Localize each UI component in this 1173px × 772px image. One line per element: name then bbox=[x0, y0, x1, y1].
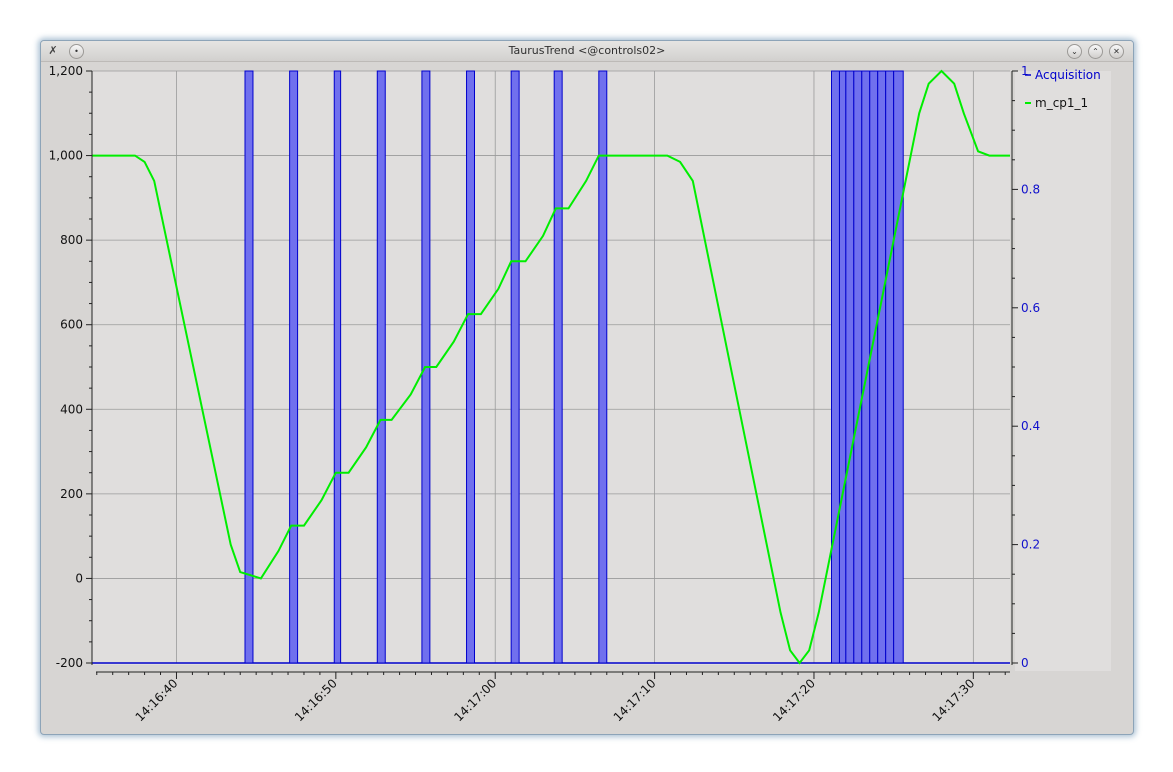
left-tick-label: 800 bbox=[60, 233, 83, 247]
right-tick-label: 0.2 bbox=[1021, 538, 1040, 552]
window-menu-icon[interactable]: • bbox=[69, 44, 84, 59]
acquisition-pulse bbox=[244, 70, 254, 664]
right-axis-ticks: 0 0.2 0.4 0.6 0.8 1 bbox=[1012, 64, 1040, 670]
right-tick-label: 0.6 bbox=[1021, 301, 1040, 315]
acquisition-pulse bbox=[510, 70, 520, 664]
acquisition-pulse bbox=[893, 70, 904, 664]
acquisition-series bbox=[92, 70, 1010, 664]
bottom-tick-label: 14:17:10 bbox=[611, 676, 659, 724]
splitter-handle-icon[interactable]: ⋮ bbox=[1130, 384, 1133, 393]
bottom-tick-label: 14:16:50 bbox=[292, 676, 340, 724]
left-tick-label: 1,000 bbox=[49, 149, 83, 163]
acquisition-pulse bbox=[376, 70, 386, 664]
bottom-tick-label: 14:17:20 bbox=[770, 676, 818, 724]
bottom-axis-ticks: 14:16:40 14:16:50 14:17:00 14:17:10 14:17:20… bbox=[96, 672, 1006, 724]
right-tick-label: 0 bbox=[1021, 656, 1029, 670]
acquisition-pulse bbox=[845, 70, 855, 664]
legend-item-m-cp1-1[interactable]: m_cp1_1 bbox=[1025, 96, 1088, 110]
left-tick-label: 600 bbox=[60, 318, 83, 332]
legend-panel bbox=[1015, 71, 1111, 671]
legend-label-m-cp1-1: m_cp1_1 bbox=[1035, 96, 1088, 110]
legend: Acquisition m_cp1_1 bbox=[1025, 68, 1101, 110]
legend-item-acquisition[interactable]: Acquisition bbox=[1025, 68, 1101, 82]
acquisition-pulse bbox=[853, 70, 863, 664]
left-tick-label: 400 bbox=[60, 402, 83, 416]
acquisition-pulse bbox=[598, 70, 608, 664]
window-title: TaurusTrend <@controls02> bbox=[508, 44, 666, 57]
right-tick-label: 1 bbox=[1021, 64, 1029, 78]
left-tick-label: 1,200 bbox=[49, 64, 83, 78]
left-tick-label: -200 bbox=[56, 656, 83, 670]
taurus-trend-window: ✗ • TaurusTrend <@controls02> ⌄ ⌃ ✕ -200… bbox=[40, 40, 1134, 735]
acquisition-pulse bbox=[831, 70, 840, 664]
left-tick-label: 0 bbox=[75, 571, 83, 585]
taurus-app-icon[interactable]: ✗ bbox=[48, 44, 58, 57]
close-icon[interactable]: ✕ bbox=[1109, 44, 1124, 59]
acquisition-pulse bbox=[553, 70, 563, 664]
right-tick-label: 0.4 bbox=[1021, 419, 1040, 433]
acquisition-pulse bbox=[466, 70, 475, 664]
acquisition-pulse bbox=[333, 70, 342, 664]
acquisition-pulse bbox=[885, 70, 895, 664]
minimize-icon[interactable]: ⌄ bbox=[1067, 44, 1082, 59]
acquisition-pulse bbox=[838, 70, 847, 664]
bottom-tick-label: 14:17:00 bbox=[451, 676, 499, 724]
legend-label-acquisition: Acquisition bbox=[1035, 68, 1101, 82]
title-bar[interactable]: ✗ • TaurusTrend <@controls02> ⌄ ⌃ ✕ bbox=[41, 41, 1133, 62]
m-cp1-1-series bbox=[92, 69, 1010, 665]
axes bbox=[91, 71, 1013, 673]
acquisition-pulse bbox=[289, 70, 299, 664]
maximize-icon[interactable]: ⌃ bbox=[1088, 44, 1103, 59]
bottom-tick-label: 14:17:30 bbox=[929, 676, 977, 724]
m-cp1-1-line bbox=[92, 69, 1010, 665]
left-axis-ticks: -200 0 200 400 600 800 1,000 1,200 bbox=[49, 64, 92, 670]
trend-plot[interactable]: -200 0 200 400 600 800 1,000 1,200 0 0.2 0.4 0.6 0.… bbox=[41, 41, 1133, 734]
acquisition-pulse bbox=[877, 70, 887, 664]
right-tick-label: 0.8 bbox=[1021, 182, 1040, 196]
bottom-tick-label: 14:16:40 bbox=[133, 676, 181, 724]
acquisition-pulse bbox=[869, 70, 879, 664]
left-tick-label: 200 bbox=[60, 487, 83, 501]
